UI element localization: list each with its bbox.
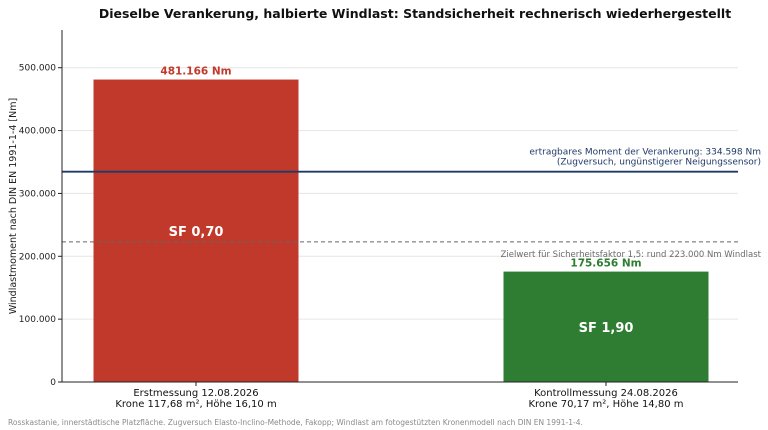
y-tick-label: 500.000 bbox=[19, 64, 56, 74]
bar bbox=[93, 79, 299, 383]
safety-factor-label: SF 0,70 bbox=[169, 225, 224, 240]
x-tick-label: Krone 70,17 m², Höhe 14,80 m bbox=[528, 399, 683, 410]
y-tick-label: 0 bbox=[50, 378, 56, 388]
y-axis-label: Windlastmoment nach DIN EN 1991-1-4 [Nm] bbox=[8, 98, 19, 314]
value-label: 481.166 Nm bbox=[160, 66, 231, 78]
y-tick-label: 100.000 bbox=[19, 315, 56, 325]
chart-title: Dieselbe Verankerung, halbierte Windlast… bbox=[99, 6, 731, 21]
bar bbox=[503, 271, 709, 382]
x-tick-label: Erstmessung 12.08.2026 bbox=[133, 388, 258, 399]
safety-factor-label: SF 1,90 bbox=[579, 321, 634, 336]
target-label: Zielwert für Sicherheitsfaktor 1,5: rund… bbox=[501, 250, 762, 260]
x-tick-label: Kontrollmessung 24.08.2026 bbox=[534, 388, 678, 399]
y-tick-label: 400.000 bbox=[19, 127, 56, 137]
y-tick-label: 300.000 bbox=[19, 189, 56, 199]
reference-lines: ertragbares Moment der Verankerung: 334.… bbox=[62, 148, 762, 260]
value-label: 175.656 Nm bbox=[570, 258, 641, 270]
capacity-label-note: (Zugversuch, ungünstigerer Neigungssenso… bbox=[557, 158, 761, 168]
bars: 481.166 Nm SF 0,70 175.656 Nm SF 1,90 bbox=[93, 66, 709, 383]
axes: 0 100.000 200.000 300.000 400.000 500.000 Erst… bbox=[19, 30, 738, 410]
capacity-label: ertragbares Moment der Verankerung: 334.… bbox=[529, 148, 761, 158]
x-tick-label: Krone 117,68 m², Höhe 16,10 m bbox=[115, 399, 276, 410]
y-tick-label: 200.000 bbox=[19, 252, 56, 262]
footnote: Rosskastanie, innerstädtische Platzfläch… bbox=[8, 418, 583, 427]
